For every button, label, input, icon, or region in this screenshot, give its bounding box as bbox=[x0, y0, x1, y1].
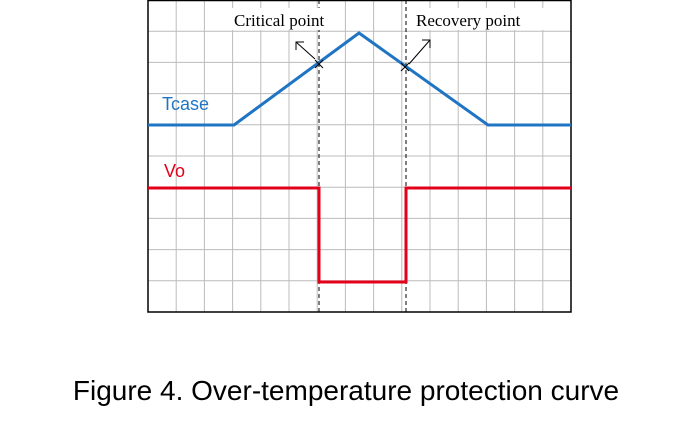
label-bg bbox=[413, 8, 547, 30]
critical-label: Critical point bbox=[234, 11, 324, 30]
caption: Figure 4. Over-temperature protection cu… bbox=[73, 375, 619, 406]
vo-label: Vo bbox=[164, 161, 185, 181]
label-bg bbox=[232, 8, 344, 30]
frame bbox=[147, 0, 572, 313]
grid bbox=[148, 0, 571, 312]
vo-curve bbox=[148, 186, 571, 284]
recovery-label: Recovery point bbox=[416, 11, 521, 30]
arrows bbox=[295, 39, 431, 72]
tcase-curve bbox=[148, 31, 571, 127]
tcase-label: Tcase bbox=[162, 94, 209, 114]
